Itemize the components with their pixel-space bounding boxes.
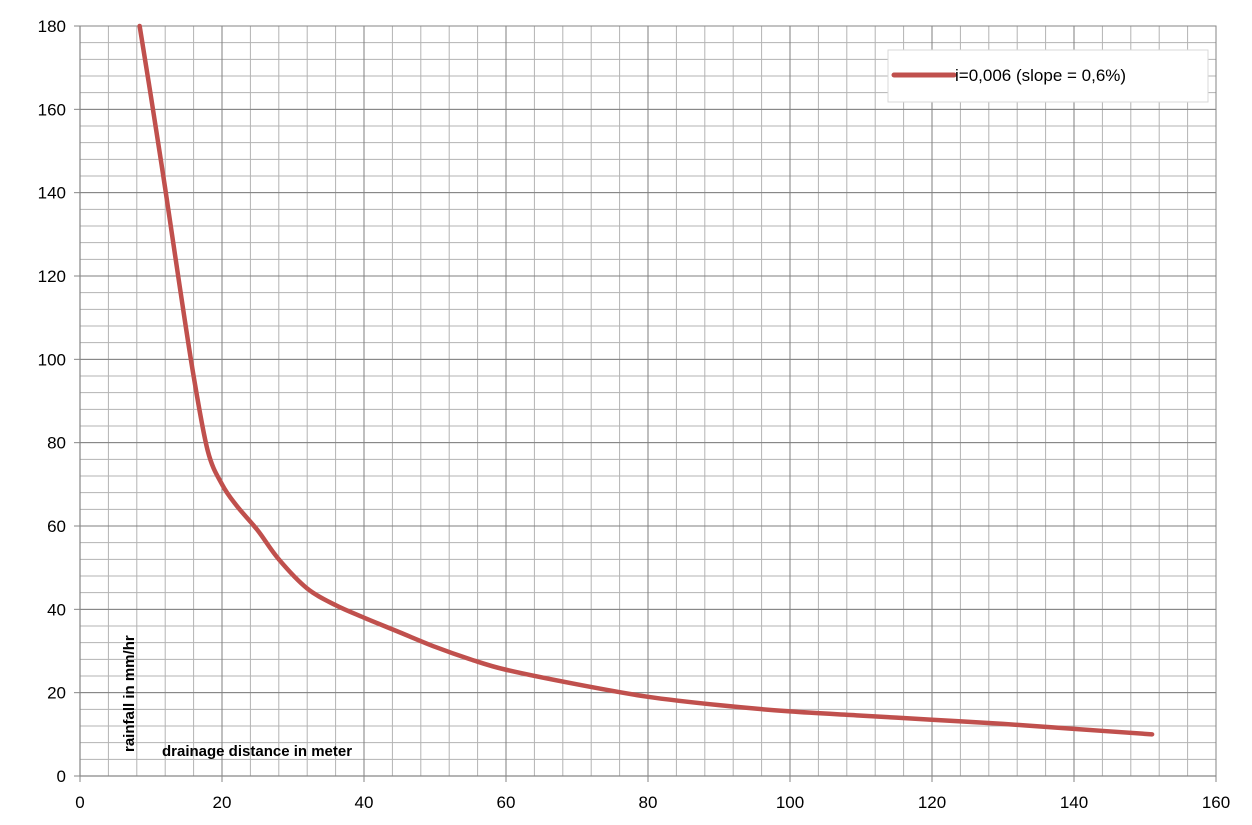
y-axis-title: rainfall in mm/hr	[121, 635, 138, 752]
y-tick-label: 80	[47, 434, 66, 453]
series-line-0	[137, 23, 1155, 737]
y-tick-label: 160	[38, 100, 66, 119]
y-tick-label: 0	[57, 767, 66, 786]
y-tick-labels: 0 20 40 60 80 100 120 140 160 180	[38, 17, 66, 786]
x-tick-label: 20	[213, 793, 232, 812]
x-tick-label: 100	[776, 793, 804, 812]
legend: i=0,006 (slope = 0,6%)	[887, 49, 1209, 103]
y-tick-label: 120	[38, 267, 66, 286]
y-tick-label: 180	[38, 17, 66, 36]
x-tick-label: 120	[918, 793, 946, 812]
legend-label: i=0,006 (slope = 0,6%)	[955, 66, 1126, 85]
plot-area	[74, 23, 1217, 782]
y-tick-label: 60	[47, 517, 66, 536]
y-tick-label: 40	[47, 600, 66, 619]
x-tick-label: 0	[75, 793, 84, 812]
x-tick-labels: 0 20 40 60 80 100 120 140 160	[75, 793, 1230, 812]
y-tick-label: 100	[38, 350, 66, 369]
x-tick-label: 80	[639, 793, 658, 812]
series-layer	[137, 23, 1155, 737]
x-tick-label: 160	[1202, 793, 1230, 812]
x-axis-title: drainage distance in meter	[162, 743, 352, 760]
y-tick-label: 20	[47, 684, 66, 703]
axes	[74, 25, 1217, 782]
x-tick-label: 40	[355, 793, 374, 812]
y-tick-label: 140	[38, 184, 66, 203]
x-tick-label: 60	[497, 793, 516, 812]
x-tick-label: 140	[1060, 793, 1088, 812]
